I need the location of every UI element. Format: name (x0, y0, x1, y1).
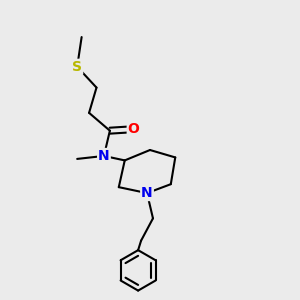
Text: O: O (128, 122, 140, 136)
Text: N: N (98, 149, 110, 163)
Text: S: S (72, 60, 82, 74)
Text: N: N (141, 186, 153, 200)
